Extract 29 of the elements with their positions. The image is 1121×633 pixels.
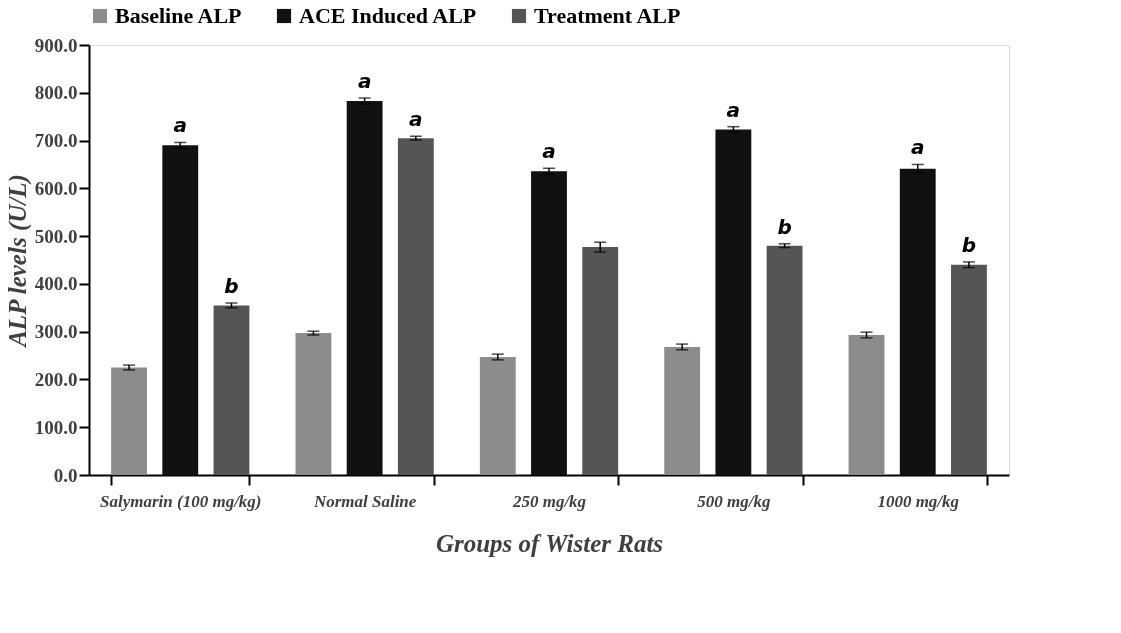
y-tick-label: 800.0 [34,82,78,104]
y-tick-label: 400.0 [34,273,78,295]
data-label: b [224,274,239,298]
data-label: a [726,97,741,122]
x-tick-label: Normal Saline [312,491,417,511]
legend-label: ACE Induced ALP [299,3,477,28]
legend-label: Baseline ALP [115,3,242,28]
y-tick-label: 200.0 [34,368,78,390]
x-axis-title: Groups of Wister Rats [435,529,664,557]
legend-label: Treatment ALP [534,3,681,28]
y-tick-label: 900.0 [34,34,78,56]
y-tick-label: 700.0 [34,130,78,152]
data-label: a [542,139,556,164]
x-tick-label: 250 mg/kg [511,491,587,511]
x-tick-label: Salymarin (100 mg/kg) [100,491,262,511]
y-tick-label: 100.0 [34,416,78,438]
data-label: b [777,214,792,239]
x-tick-label: 1000 mg/kg [877,491,960,511]
y-tick-label: 300.0 [34,321,78,343]
y-tick-label: 0.0 [53,464,78,486]
data-label: a [357,69,372,94]
y-tick-label: 600.0 [34,177,78,199]
y-tick-label: 500.0 [34,225,78,247]
x-tick-label: 500 mg/kg [697,491,771,511]
data-label: a [173,113,188,138]
data-label: b [961,232,977,257]
data-label: a [910,135,925,160]
data-label: a [409,107,423,132]
y-axis-title: ALP levels (U/L) [3,174,32,349]
